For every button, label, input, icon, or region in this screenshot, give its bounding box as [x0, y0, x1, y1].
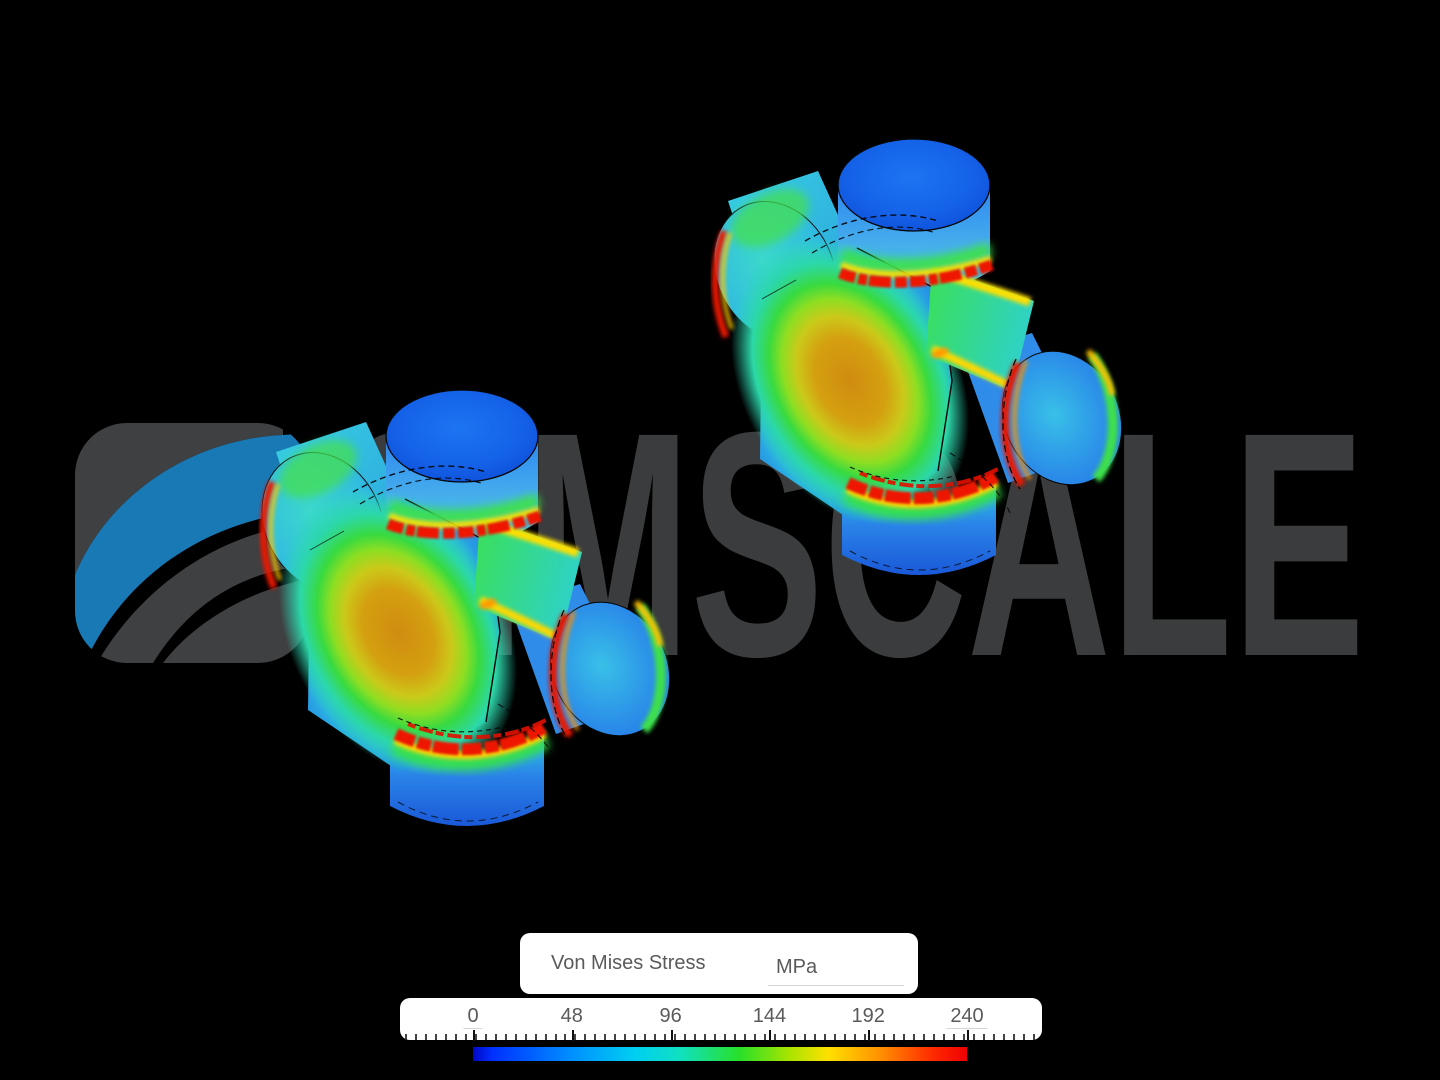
- minor-tick: [534, 1034, 537, 1040]
- minor-tick: [624, 1034, 627, 1040]
- minor-tick: [474, 1034, 477, 1040]
- legend-scale-strip: 0 48 96 144 192 240: [400, 998, 1042, 1040]
- minor-tick: [464, 1034, 467, 1040]
- minor-tick: [634, 1034, 637, 1040]
- minor-tick: [733, 1034, 736, 1040]
- minor-tick: [723, 1034, 726, 1040]
- minor-tick: [574, 1034, 577, 1040]
- major-tick: [967, 1030, 969, 1041]
- minor-tick: [694, 1034, 697, 1040]
- legend-card: Von Mises Stress MPa: [520, 933, 918, 994]
- minor-tick: [405, 1034, 407, 1040]
- minor-tick: [564, 1034, 567, 1040]
- minor-tick: [454, 1034, 457, 1040]
- minor-tick: [1033, 1034, 1035, 1040]
- tick-label-192: 192: [851, 1005, 885, 1027]
- minor-tick: [913, 1034, 916, 1040]
- minor-tick: [993, 1034, 996, 1040]
- minor-tick: [1013, 1034, 1016, 1040]
- minor-tick: [813, 1034, 816, 1040]
- minor-tick: [654, 1034, 657, 1040]
- minor-tick: [743, 1034, 746, 1040]
- minor-tick: [614, 1034, 617, 1040]
- minor-tick: [1003, 1034, 1006, 1040]
- minor-tick: [763, 1034, 766, 1040]
- minor-tick: [873, 1034, 876, 1040]
- minor-tick: [484, 1034, 487, 1040]
- minor-tick: [893, 1034, 896, 1040]
- minor-tick: [803, 1034, 806, 1040]
- minor-tick: [664, 1034, 667, 1040]
- minor-tick: [714, 1034, 717, 1040]
- minor-tick: [544, 1034, 547, 1040]
- scale-tick-row: [405, 1030, 1035, 1042]
- minor-tick: [843, 1034, 846, 1040]
- minor-tick: [414, 1034, 417, 1040]
- minor-tick: [604, 1034, 607, 1040]
- major-tick: [868, 1030, 871, 1041]
- major-tick: [473, 1030, 475, 1041]
- minor-tick: [434, 1034, 437, 1040]
- stress-model-right: [683, 139, 1144, 575]
- major-tick: [769, 1030, 772, 1041]
- minor-tick: [1023, 1034, 1026, 1040]
- minor-tick: [424, 1034, 427, 1040]
- minor-tick: [853, 1034, 856, 1040]
- legend-unit-label: MPa: [776, 956, 818, 978]
- stress-colorbar: [473, 1047, 967, 1061]
- minor-tick: [674, 1034, 677, 1040]
- minor-tick: [793, 1034, 796, 1040]
- minor-tick: [833, 1034, 836, 1040]
- stress-model-left: [231, 390, 692, 826]
- minor-tick: [973, 1034, 976, 1040]
- minor-tick: [903, 1034, 906, 1040]
- minor-tick: [953, 1034, 956, 1040]
- minor-tick: [554, 1034, 557, 1040]
- minor-tick: [514, 1034, 517, 1040]
- scale-max-field[interactable]: 240: [946, 1005, 988, 1029]
- legend-unit-field[interactable]: MPa: [768, 945, 904, 986]
- minor-tick: [524, 1034, 527, 1040]
- minor-tick: [704, 1034, 707, 1040]
- minor-tick: [983, 1034, 986, 1040]
- minor-tick: [504, 1034, 507, 1040]
- minor-tick: [584, 1034, 587, 1040]
- minor-tick: [823, 1034, 826, 1040]
- simscale-logo-mark-icon: [75, 423, 310, 663]
- minor-tick: [444, 1034, 447, 1040]
- minor-tick: [923, 1034, 926, 1040]
- minor-tick: [933, 1034, 936, 1040]
- legend-field-label: Von Mises Stress: [551, 952, 706, 974]
- minor-tick: [644, 1034, 647, 1040]
- minor-tick: [594, 1034, 597, 1040]
- minor-tick: [943, 1034, 946, 1040]
- minor-tick: [883, 1034, 886, 1040]
- major-tick: [571, 1030, 574, 1041]
- major-tick: [670, 1030, 673, 1041]
- scale-min-field[interactable]: 0: [463, 1005, 483, 1029]
- minor-tick: [963, 1034, 966, 1040]
- minor-tick: [773, 1034, 776, 1040]
- minor-tick: [753, 1034, 756, 1040]
- tick-label-96: 96: [659, 1005, 682, 1027]
- tick-label-48: 48: [560, 1005, 583, 1027]
- tick-label-144: 144: [752, 1005, 787, 1027]
- minor-tick: [783, 1034, 786, 1040]
- minor-tick: [863, 1034, 866, 1040]
- minor-tick: [494, 1034, 497, 1040]
- minor-tick: [684, 1034, 687, 1040]
